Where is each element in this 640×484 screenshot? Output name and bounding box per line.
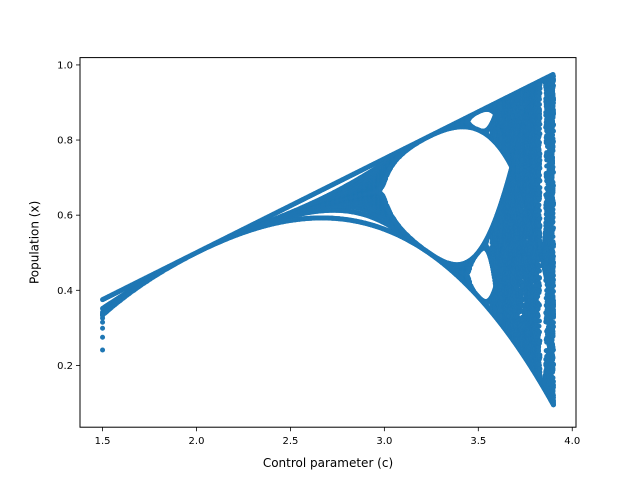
data-points <box>100 72 556 408</box>
